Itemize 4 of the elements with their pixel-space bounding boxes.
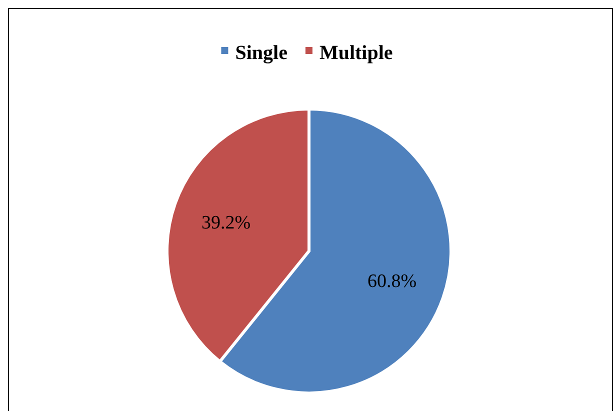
data-label: 60.8% [367, 270, 417, 292]
data-label: 39.2% [201, 212, 251, 234]
legend-label: Single [235, 42, 288, 64]
legend-label: Multiple [319, 42, 393, 64]
